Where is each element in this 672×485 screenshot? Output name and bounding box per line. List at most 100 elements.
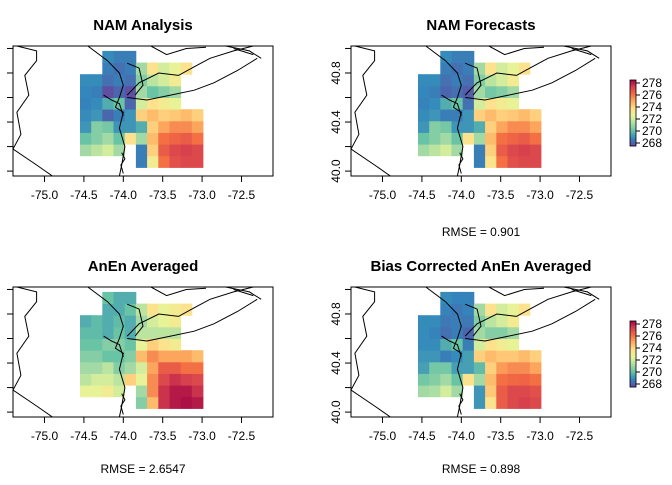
heatmap-cell bbox=[440, 338, 452, 351]
heatmap-cell bbox=[462, 315, 475, 328]
heatmap-cell bbox=[418, 326, 430, 339]
heatmap-cell bbox=[158, 109, 170, 122]
colorbar-swatch bbox=[630, 127, 636, 130]
colorbar-frame bbox=[629, 320, 637, 388]
heatmap-cell bbox=[507, 155, 520, 168]
map-boundary bbox=[458, 152, 464, 174]
heatmap-cell bbox=[451, 144, 464, 157]
heatmap-cell bbox=[158, 132, 170, 145]
heatmap-cell bbox=[518, 303, 531, 316]
heatmap-cell bbox=[485, 315, 497, 328]
colorbar-swatch bbox=[630, 93, 636, 96]
colorbar-swatch bbox=[630, 375, 636, 378]
colorbar-swatch bbox=[630, 322, 636, 325]
heatmap-cell bbox=[507, 338, 520, 351]
heatmap-cell bbox=[451, 291, 464, 304]
colorbar-swatch bbox=[630, 88, 636, 91]
map-boundary bbox=[465, 298, 596, 342]
heatmap-cell bbox=[135, 85, 148, 98]
heatmap-cell bbox=[485, 120, 497, 133]
heatmap-cell bbox=[147, 74, 159, 87]
heatmap-cell bbox=[91, 120, 103, 133]
heatmap-cell bbox=[418, 373, 430, 386]
heatmap-cell bbox=[429, 85, 441, 98]
heatmap-cell bbox=[80, 120, 92, 133]
heatmap-cell bbox=[473, 396, 486, 409]
heatmap-cell bbox=[80, 338, 92, 351]
heatmap-cell bbox=[102, 132, 114, 145]
x-tick-label: -73.0 bbox=[526, 188, 554, 202]
heatmap-cell bbox=[496, 303, 508, 316]
heatmap-cell bbox=[180, 350, 193, 363]
heatmap-cell bbox=[529, 109, 542, 122]
heatmap-cell bbox=[485, 326, 497, 339]
heatmap-cell bbox=[440, 350, 452, 363]
map-boundary bbox=[465, 62, 482, 96]
heatmap-cell bbox=[169, 385, 182, 398]
colorbar-tick-label: 270 bbox=[642, 365, 662, 379]
heatmap-cell bbox=[473, 385, 486, 398]
heatmap-cell bbox=[102, 50, 114, 63]
heatmap-cell bbox=[507, 144, 520, 157]
colorbar-swatch bbox=[630, 355, 636, 358]
colorbar-tick-label: 278 bbox=[642, 76, 662, 90]
colorbar-swatch bbox=[630, 117, 636, 120]
heatmap-cell bbox=[180, 373, 193, 386]
heatmap-cell bbox=[102, 85, 114, 98]
colorbar-swatch bbox=[630, 342, 636, 345]
heatmap-cell bbox=[451, 85, 464, 98]
heatmap-cell bbox=[429, 97, 441, 110]
heatmap-cell bbox=[80, 97, 92, 110]
heatmap-cell bbox=[440, 120, 452, 133]
heatmap-cell bbox=[529, 350, 542, 363]
map-boundary bbox=[233, 289, 254, 297]
heatmap-cell bbox=[147, 385, 159, 398]
colorbar-swatch bbox=[630, 347, 636, 350]
colorbar-swatch bbox=[630, 136, 636, 139]
heatmap-cell bbox=[485, 373, 497, 386]
colorbar-tick-label: 272 bbox=[642, 353, 662, 367]
heatmap-cell bbox=[135, 350, 148, 363]
heatmap-cell bbox=[102, 385, 114, 398]
heatmap-cell bbox=[507, 97, 520, 110]
heatmap-cell bbox=[147, 338, 159, 351]
colorbar-swatch bbox=[630, 103, 636, 106]
heatmap-cell bbox=[147, 155, 159, 168]
map-boundary bbox=[120, 393, 126, 415]
heatmap-cell bbox=[80, 315, 92, 328]
heatmap-cell bbox=[135, 120, 148, 133]
heatmap-cell bbox=[496, 338, 508, 351]
x-tick-label: -72.5 bbox=[228, 429, 256, 443]
heatmap-cell bbox=[473, 109, 486, 122]
heatmap-cell bbox=[518, 361, 531, 374]
colorbar-swatch bbox=[630, 383, 636, 386]
heatmap-cell bbox=[169, 97, 182, 110]
heatmap-cell bbox=[169, 120, 182, 133]
map-boundary bbox=[120, 152, 126, 174]
heatmap-cell bbox=[91, 85, 103, 98]
heatmap-cell bbox=[418, 109, 430, 122]
heatmap-cell bbox=[440, 291, 452, 304]
heatmap-cell bbox=[462, 338, 475, 351]
colorbar-swatch bbox=[630, 321, 636, 323]
colorbar-tick-label: 268 bbox=[642, 377, 662, 391]
heatmap-cell bbox=[462, 62, 475, 75]
heatmap-cell bbox=[124, 291, 137, 304]
heatmap-cell bbox=[507, 120, 520, 133]
map-boundary bbox=[351, 46, 391, 176]
map-boundary bbox=[563, 287, 600, 300]
plot-frame bbox=[350, 286, 612, 418]
colorbar-swatch bbox=[630, 131, 636, 134]
map-boundary bbox=[225, 287, 262, 300]
x-tick-label: -75.0 bbox=[31, 429, 59, 443]
heatmap-cell bbox=[485, 303, 497, 316]
heatmap-cell bbox=[113, 385, 126, 398]
heatmap-cell bbox=[180, 385, 193, 398]
heatmap-cell bbox=[418, 74, 430, 87]
heatmap-cell bbox=[102, 373, 114, 386]
heatmap-cell bbox=[440, 361, 452, 374]
heatmap-cell bbox=[496, 144, 508, 157]
heatmap-cell bbox=[147, 303, 159, 316]
rmse-label: RMSE = 0.901 bbox=[442, 225, 521, 239]
heatmap-cell bbox=[91, 315, 103, 328]
